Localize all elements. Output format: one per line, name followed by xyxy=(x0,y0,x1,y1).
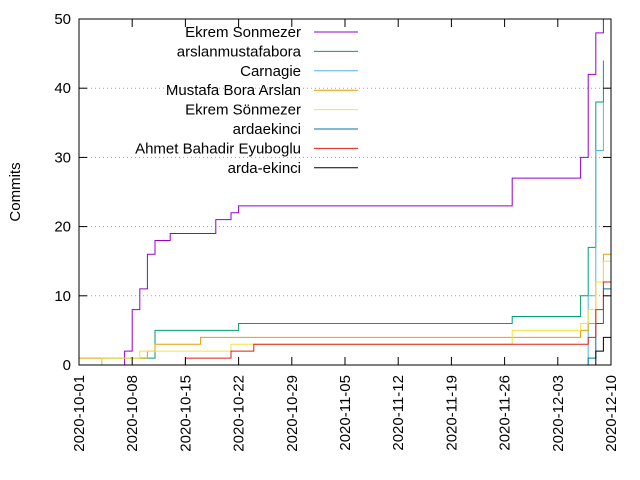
x-tick-label: 2020-10-08 xyxy=(124,375,141,452)
legend-label-0: Ekrem Sonmezer xyxy=(185,24,301,41)
x-tick-label: 2020-10-01 xyxy=(71,375,88,452)
x-tick-label: 2020-10-22 xyxy=(231,375,248,452)
series-line-6 xyxy=(184,275,612,365)
series-line-4 xyxy=(101,254,612,365)
x-tick-label: 2020-10-29 xyxy=(284,375,301,452)
legend-label-3: Mustafa Bora Arslan xyxy=(166,82,301,99)
series-line-2 xyxy=(587,102,604,365)
legend-label-1: arslanmustafabora xyxy=(177,43,302,60)
legend-label-4: Ekrem Sönmezer xyxy=(185,102,301,119)
legend-label-6: Ahmet Bahadir Eyuboglu xyxy=(135,140,301,157)
y-tick-label: 40 xyxy=(54,80,71,97)
x-tick-label: 2020-11-19 xyxy=(443,375,460,451)
x-tick-label: 2020-11-05 xyxy=(337,375,354,451)
x-tick-label: 2020-10-15 xyxy=(177,375,194,452)
y-tick-label: 0 xyxy=(63,357,71,374)
legend-label-7: arda-ekinci xyxy=(228,160,301,177)
x-tick-label: 2020-11-26 xyxy=(497,375,514,451)
x-tick-label: 2020-12-03 xyxy=(550,375,567,452)
series-line-1 xyxy=(101,60,604,365)
grid-lines xyxy=(79,87,611,297)
legend-label-5: ardaekinci xyxy=(233,121,301,138)
x-tick-label: 2020-11-12 xyxy=(390,375,407,451)
legend-label-2: Carnagie xyxy=(240,63,301,80)
series-line-0 xyxy=(124,19,604,365)
y-axis-label: Commits xyxy=(7,162,24,221)
x-tick-label: 2020-12-10 xyxy=(603,375,620,452)
y-tick-label: 10 xyxy=(54,288,71,305)
axes: 0 10 20 30 40 50 2020-10-01 2020-10-08 2020-10-1… xyxy=(54,11,620,452)
y-tick-label: 20 xyxy=(54,219,71,236)
series-line-7 xyxy=(588,330,612,366)
y-tick-label: 30 xyxy=(54,149,71,166)
series-lines xyxy=(79,19,612,366)
y-tick-label: 50 xyxy=(54,11,71,28)
legend: Ekrem Sonmezer arslanmustafabora Carnagie M… xyxy=(135,24,358,177)
series-line-3 xyxy=(79,240,612,359)
